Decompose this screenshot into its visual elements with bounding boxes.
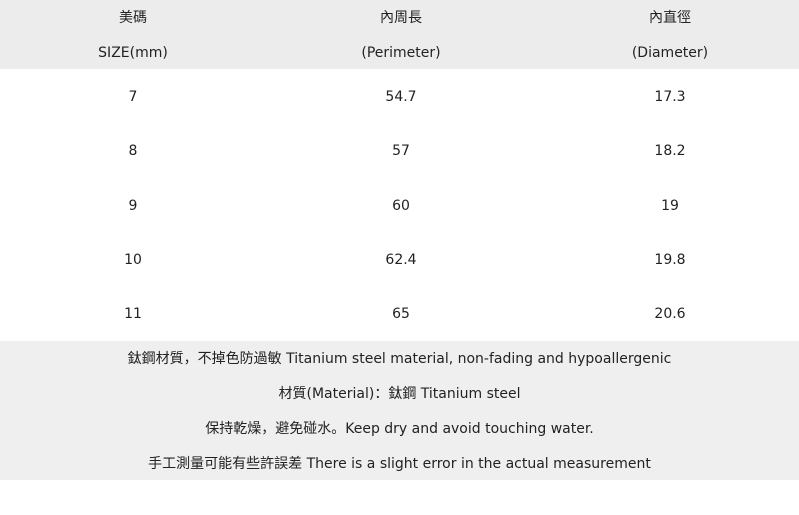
diameter-cell: 17.3 (654, 89, 686, 105)
diameter-cell: 19 (661, 197, 679, 214)
perimeter-cell: 65 (392, 306, 410, 323)
table-header: 美碼 SIZE(mm) 內周長 (Perimeter) 內直徑 (Diamete… (0, 0, 799, 69)
size-cell: 10 (124, 251, 142, 268)
header-perimeter-zh: 內周長 (380, 10, 422, 26)
notes-section: 鈦鋼材質，不掉色防過敏 Titanium steel material, non… (0, 341, 799, 480)
header-diameter-en: (Diameter) (631, 45, 709, 61)
diameter-cell: 18.2 (654, 143, 686, 160)
size-cell: 8 (128, 143, 138, 160)
header-size-en: SIZE(mm) (98, 45, 168, 61)
note-material: 鈦鋼材質，不掉色防過敏 Titanium steel material, non… (127, 351, 672, 367)
perimeter-cell: 62.4 (385, 251, 417, 268)
diameter-cell: 20.6 (654, 306, 686, 323)
header-size-zh: 美碼 (119, 10, 147, 26)
perimeter-cell: 57 (392, 143, 410, 160)
note-care: 保持乾燥，避免碰水。Keep dry and avoid touching wa… (205, 421, 594, 437)
header-perimeter-en: (Perimeter) (361, 45, 441, 61)
perimeter-cell: 54.7 (385, 89, 417, 105)
size-cell: 7 (128, 89, 138, 105)
note-material-type: 材質(Material)：鈦鋼 Titanium steel (278, 386, 521, 402)
perimeter-cell: 60 (392, 197, 410, 214)
size-cell: 11 (124, 306, 142, 323)
header-diameter-zh: 內直徑 (649, 10, 691, 26)
size-cell: 9 (128, 197, 138, 214)
note-measurement: 手工測量可能有些許誤差 There is a slight error in t… (148, 456, 651, 472)
diameter-cell: 19.8 (654, 251, 686, 268)
